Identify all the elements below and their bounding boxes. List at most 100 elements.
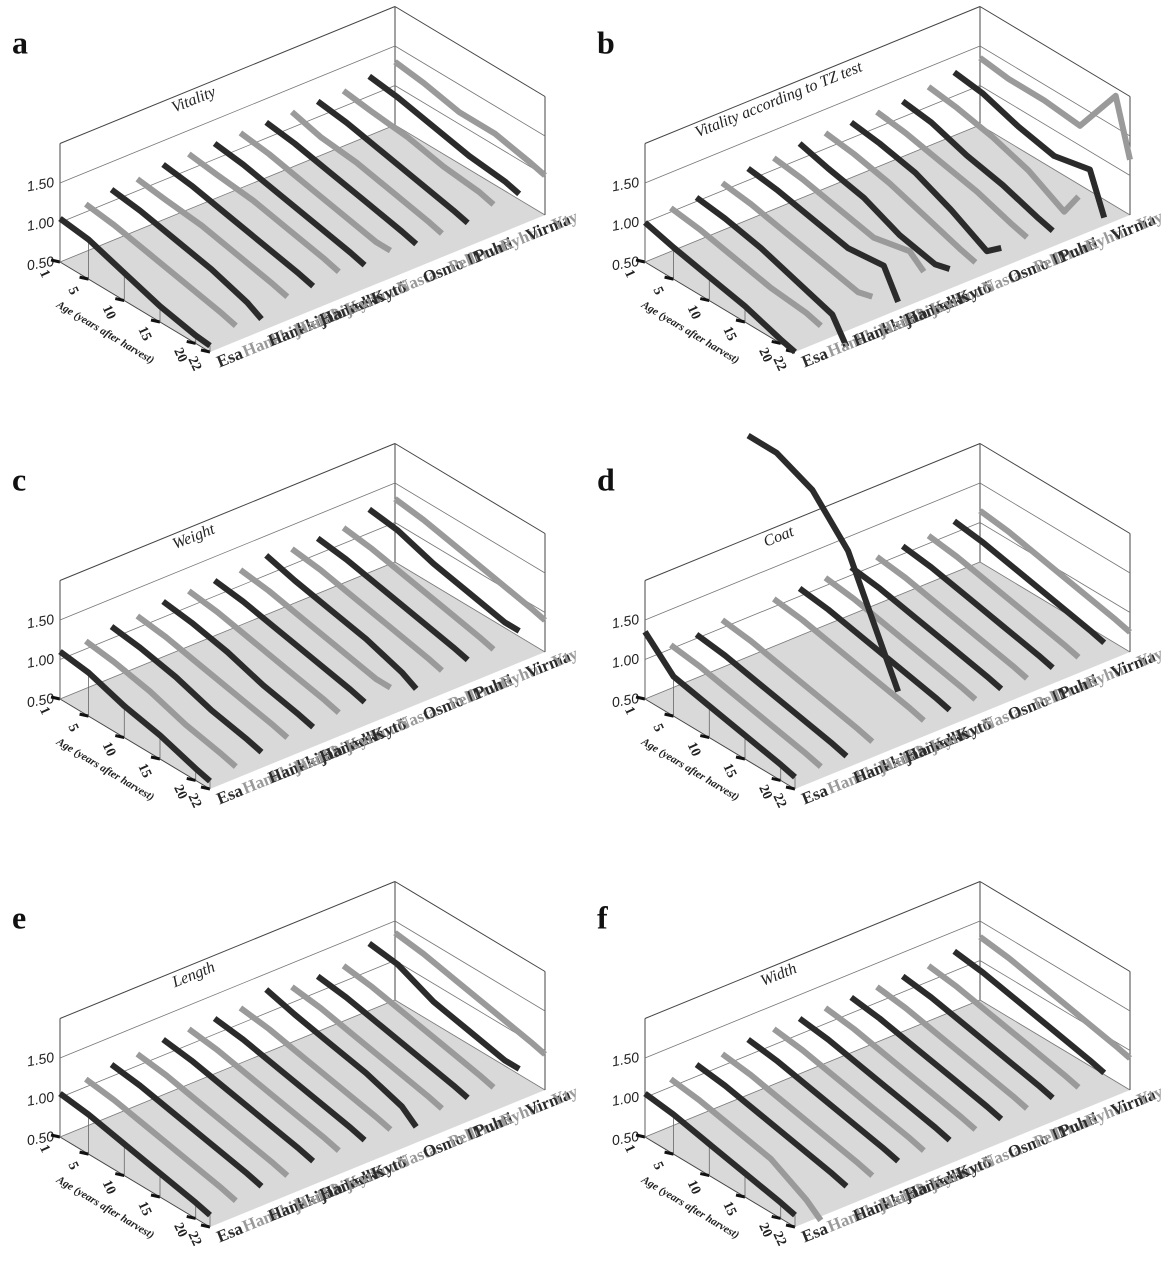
x-tick-label: 15 xyxy=(134,761,154,780)
series-line xyxy=(135,1051,290,1178)
series-line xyxy=(187,151,341,274)
series-line xyxy=(264,987,419,1129)
series-line xyxy=(264,119,419,247)
x-tick xyxy=(50,1133,61,1139)
floor xyxy=(645,125,1130,352)
series-line xyxy=(694,195,850,348)
series-line xyxy=(109,624,264,755)
x-tick-label: 15 xyxy=(134,324,154,343)
grid-line xyxy=(59,920,396,1059)
x-tick xyxy=(186,776,197,782)
series-line xyxy=(720,617,875,744)
x-tick xyxy=(114,734,125,740)
series-line xyxy=(823,130,978,265)
z-tick-label: 1.50 xyxy=(611,611,641,632)
x-tick-label: 10 xyxy=(684,740,704,759)
x-tick-label: 22 xyxy=(769,1229,789,1248)
x-tick-label: 22 xyxy=(769,354,789,373)
x-tick xyxy=(200,1223,211,1229)
series-line xyxy=(212,578,367,705)
series-line xyxy=(161,1037,316,1164)
axis-edge xyxy=(644,6,981,144)
panel-label: b xyxy=(597,24,615,60)
series-line xyxy=(367,940,521,1072)
series-line xyxy=(161,599,316,730)
x-tick xyxy=(50,695,61,701)
x-tick-label: 5 xyxy=(65,1160,82,1173)
x-tick xyxy=(699,1172,710,1178)
x-tick xyxy=(635,695,646,701)
series-line xyxy=(772,596,926,723)
series-line xyxy=(58,649,212,784)
series-line xyxy=(212,1016,367,1143)
panel-label: f xyxy=(597,899,608,935)
series-line xyxy=(84,201,238,328)
x-tick xyxy=(114,297,125,303)
series-line xyxy=(315,535,470,663)
legend-label: Yty xyxy=(549,207,581,235)
grid-line xyxy=(394,85,546,176)
axis-edge xyxy=(394,881,546,972)
floor xyxy=(645,1000,1130,1227)
legend-label: Yty xyxy=(549,1082,581,1110)
series-line xyxy=(643,1091,797,1218)
series-line xyxy=(367,73,522,197)
axis-edge xyxy=(59,881,396,1019)
series-line xyxy=(393,930,547,1057)
series-line xyxy=(926,533,1081,660)
series-line xyxy=(875,984,1029,1111)
grid-line xyxy=(644,482,981,621)
grid-line xyxy=(644,920,981,1059)
x-tick xyxy=(186,1214,197,1220)
x-tick-label: 22 xyxy=(184,1229,204,1248)
series-line xyxy=(875,554,1029,681)
grid-line xyxy=(979,920,1131,1012)
x-tick-label: 15 xyxy=(719,324,739,343)
x-tick xyxy=(735,1193,746,1199)
series-line xyxy=(978,508,1132,635)
grid-line xyxy=(394,124,546,216)
x-tick xyxy=(150,755,161,761)
grid-line xyxy=(979,45,1131,137)
floor xyxy=(60,562,545,789)
x-tick-label: 15 xyxy=(719,1199,739,1218)
z-tick-label: 1.00 xyxy=(26,1088,56,1109)
x-tick xyxy=(79,275,89,281)
x-tick xyxy=(771,776,782,782)
x-tick xyxy=(200,785,211,791)
grid-line xyxy=(979,124,1131,216)
series-line xyxy=(849,564,1004,692)
legend-label: Yty xyxy=(1134,644,1166,672)
legend-label: Yty xyxy=(1134,207,1166,235)
x-tick-label: 22 xyxy=(184,354,204,373)
series-line xyxy=(746,433,901,693)
z-tick-label: 1.00 xyxy=(611,213,641,234)
series-line xyxy=(84,638,238,769)
grid-line xyxy=(979,999,1131,1091)
z-tick-label: 1.50 xyxy=(611,1049,641,1070)
panel-label: c xyxy=(12,461,26,497)
series-line xyxy=(341,525,496,652)
x-tick-label: 20 xyxy=(755,346,775,365)
series-line xyxy=(772,1026,926,1153)
series-line xyxy=(643,220,797,355)
series-line xyxy=(58,216,212,349)
series-line xyxy=(978,55,1133,161)
series-line xyxy=(978,934,1132,1061)
series-line xyxy=(720,1051,875,1178)
series-line xyxy=(289,109,444,236)
grid-line xyxy=(394,920,546,1012)
series-line xyxy=(952,518,1107,646)
x-tick xyxy=(114,1172,125,1178)
z-tick-label: 1.00 xyxy=(26,650,56,671)
x-tick xyxy=(664,275,674,281)
x-tick-label: 20 xyxy=(170,346,190,365)
x-tick xyxy=(79,1150,89,1156)
z-tick-label: 1.50 xyxy=(26,174,56,195)
series-line xyxy=(797,141,951,272)
